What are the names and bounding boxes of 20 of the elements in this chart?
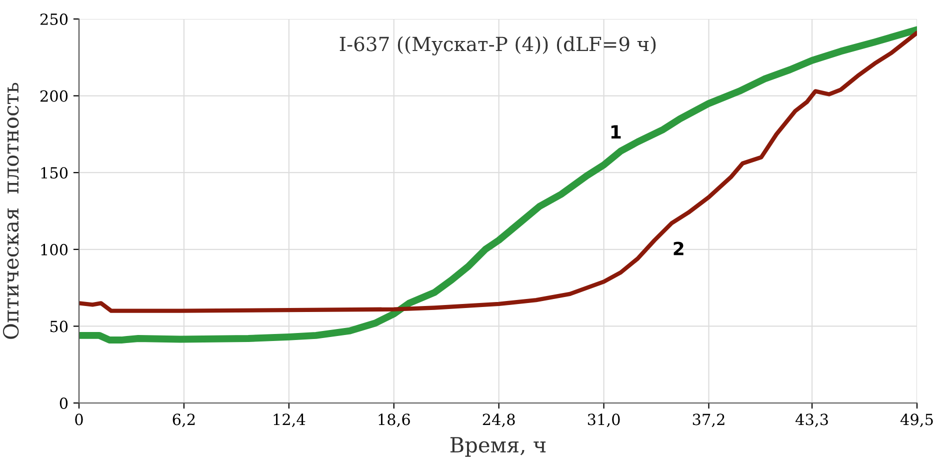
x-tick-label: 18,6	[378, 414, 410, 428]
x-tick-label: 37,2	[692, 414, 724, 428]
text: I-637 ((Мускат-Р (4)) (dLF=9 ч)	[340, 36, 656, 56]
y-tick-label: 200	[40, 90, 68, 102]
x-tick-label: 6,2	[172, 414, 195, 428]
x-tick-label: 0	[75, 414, 83, 426]
y-axis-title: Оптическая плотность	[2, 82, 19, 339]
annotation: 1	[611, 125, 621, 138]
annotation: 2	[674, 242, 684, 256]
x-axis-title: Время, ч	[450, 437, 546, 457]
x-tick-label: 24,8	[482, 414, 515, 428]
y-tick-label: 150	[41, 167, 68, 179]
x-tick-label: 49,5	[900, 414, 933, 428]
x-tick-label: 31,0	[588, 414, 620, 428]
y-tick-label: 100	[41, 244, 68, 256]
x-tick-label: 43,3	[796, 414, 828, 428]
x-tick-label: 12,4	[274, 414, 306, 428]
y-tick-label: 250	[40, 13, 68, 26]
y-tick-label: 0	[60, 397, 68, 410]
y-tick-label: 50	[50, 320, 68, 332]
